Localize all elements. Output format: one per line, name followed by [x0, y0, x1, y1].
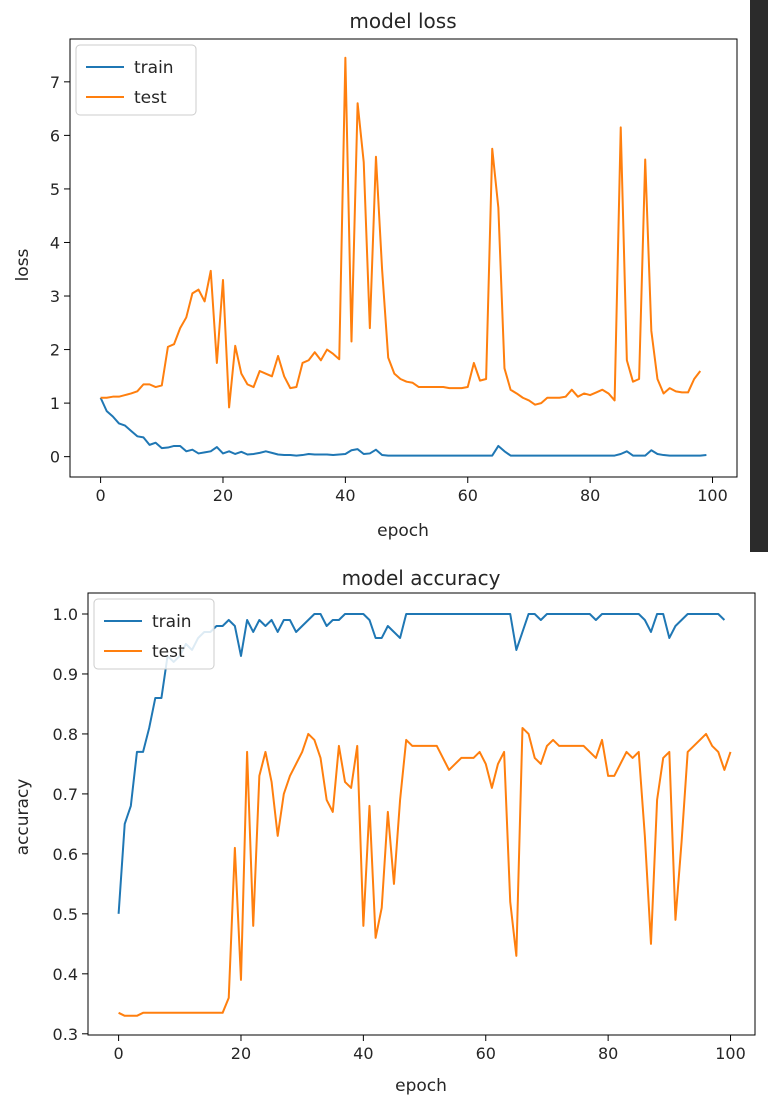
y-axis-label: loss [13, 248, 33, 281]
series-layer [117, 612, 732, 1017]
loss-chart: model loss epoch loss 0 20 40 60 80 100 0 1 2 3 4 5… [13, 9, 738, 541]
x-axis-label: epoch [395, 1076, 447, 1096]
x-tick-label: 0 [96, 486, 106, 505]
chart-title: model loss [349, 9, 456, 33]
y-axis-label: accuracy [13, 779, 33, 856]
series-line-test [100, 56, 702, 409]
x-tick-label: 60 [458, 486, 478, 505]
y-tick-label: 0 [50, 448, 60, 467]
legend: train test [93, 598, 215, 670]
y-tick-label: 0.3 [53, 1025, 78, 1044]
x-axis-label: epoch [377, 521, 429, 541]
x-tick-label: 80 [598, 1044, 618, 1063]
tick-layer: 0 20 40 60 80 100 0 1 2 3 4 5 6 7 [50, 73, 728, 505]
y-tick-label: 1.0 [53, 605, 78, 624]
y-tick-label: 2 [50, 341, 60, 360]
x-tick-label: 100 [697, 486, 728, 505]
x-tick-label: 20 [213, 486, 233, 505]
accuracy-chart: model accuracy epoch accuracy 0 20 40 60 80 1… [13, 566, 756, 1096]
y-tick-label: 0.9 [53, 665, 78, 684]
x-tick-label: 80 [580, 486, 600, 505]
legend-label-test: test [152, 642, 185, 662]
series-line-test [118, 726, 732, 1017]
x-tick-label: 0 [114, 1044, 124, 1063]
y-tick-label: 3 [50, 287, 60, 306]
plot-frame [87, 592, 756, 1036]
y-tick-label: 5 [50, 180, 60, 199]
series-line-train [99, 397, 707, 457]
legend-label-train: train [152, 612, 192, 632]
legend: train test [75, 44, 197, 116]
y-tick-label: 0.4 [53, 965, 78, 984]
chart-title: model accuracy [342, 566, 501, 590]
legend-label-test: test [134, 88, 167, 108]
y-tick-label: 0.7 [53, 785, 78, 804]
x-tick-label: 60 [476, 1044, 496, 1063]
legend-label-train: train [134, 58, 174, 78]
tick-layer: 0 20 40 60 80 100 0.3 0.4 0.5 0.6 0.7 0.8 0.9 1.0 [53, 605, 746, 1063]
series-layer [99, 56, 707, 457]
series-line-train [117, 612, 726, 914]
plot-frame [69, 38, 738, 478]
x-tick-label: 100 [715, 1044, 746, 1063]
scrollbar[interactable] [750, 0, 768, 552]
y-tick-label: 0.8 [53, 725, 78, 744]
y-tick-label: 7 [50, 73, 60, 92]
y-tick-label: 1 [50, 394, 60, 413]
x-tick-label: 20 [231, 1044, 251, 1063]
y-tick-label: 0.6 [53, 845, 78, 864]
x-tick-label: 40 [353, 1044, 373, 1063]
y-tick-label: 0.5 [53, 905, 78, 924]
y-tick-label: 6 [50, 126, 60, 145]
y-tick-label: 4 [50, 233, 60, 252]
x-tick-label: 40 [335, 486, 355, 505]
